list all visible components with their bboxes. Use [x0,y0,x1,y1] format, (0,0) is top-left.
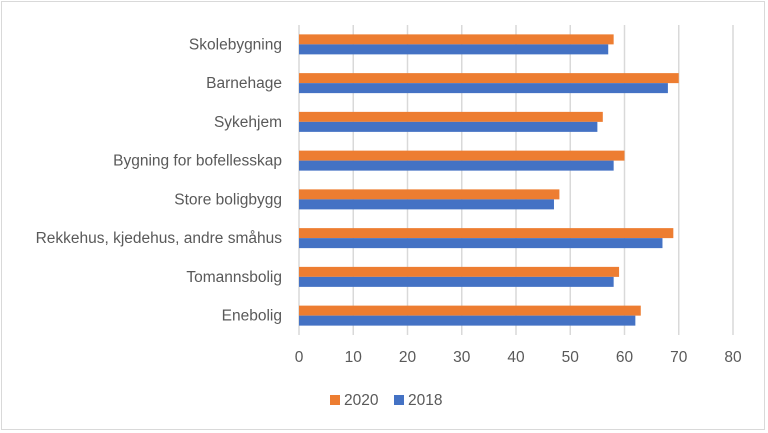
bar-2020 [299,228,674,239]
legend-swatch-2018 [394,395,404,405]
bar-2020 [299,111,603,122]
bar-2020 [299,34,614,45]
bar-2018 [299,238,663,249]
x-tick-label: 30 [453,349,471,366]
bar-2018 [299,83,668,94]
bar-2020 [299,189,560,200]
bar-2020 [299,73,679,84]
bar-2018 [299,121,598,132]
bar-2020 [299,305,641,316]
category-label: Bygning for bofellesskap [113,153,282,170]
category-label: Enebolig [222,308,282,325]
category-label: Tomannsbolig [186,269,282,286]
legend-swatch-2020 [330,395,340,405]
x-tick-label: 40 [507,349,525,366]
bar-2018 [299,199,554,210]
x-tick-label: 70 [670,349,688,366]
x-tick-label: 50 [562,349,580,366]
x-tick-label: 20 [399,349,417,366]
bar-2020 [299,266,620,277]
x-tick-label: 10 [345,349,363,366]
category-label: Store boligbygg [174,191,282,208]
bar-2018 [299,315,636,326]
x-tick-label: 60 [616,349,634,366]
x-tick-label: 80 [724,349,742,366]
x-tick-label: 0 [295,349,304,366]
bar-2020 [299,150,625,161]
bar-2018 [299,160,614,171]
bar-2018 [299,44,609,55]
legend-label: 2020 [344,392,379,409]
category-label: Skolebygning [189,36,282,53]
category-label: Rekkehus, kjedehus, andre småhus [36,230,283,247]
category-label: Barnehage [206,75,282,92]
legend-label: 2018 [408,392,442,409]
category-label: Sykehjem [214,114,282,131]
bar-2018 [299,276,614,287]
